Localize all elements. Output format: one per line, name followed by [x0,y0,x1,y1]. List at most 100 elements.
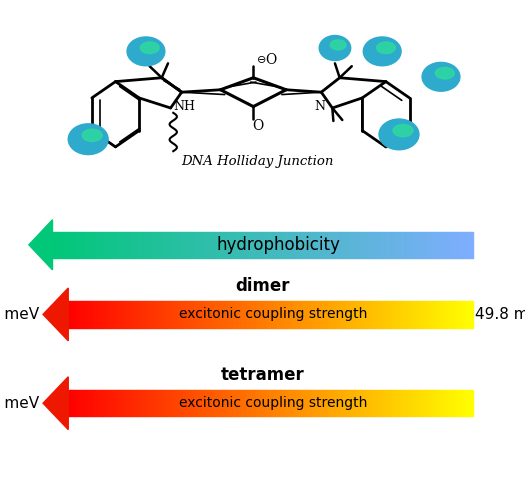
Polygon shape [334,232,335,258]
Polygon shape [171,390,172,416]
Polygon shape [126,301,128,328]
Polygon shape [253,232,254,258]
Polygon shape [372,301,373,328]
Polygon shape [214,390,215,416]
Polygon shape [197,232,198,258]
Polygon shape [295,232,296,258]
Polygon shape [232,232,233,258]
Polygon shape [75,301,76,328]
Polygon shape [97,232,99,258]
Polygon shape [99,232,100,258]
Polygon shape [282,232,284,258]
Polygon shape [85,390,86,416]
Polygon shape [313,232,314,258]
Polygon shape [437,390,439,416]
Polygon shape [99,390,101,416]
Polygon shape [234,301,235,328]
Polygon shape [363,232,365,258]
Polygon shape [461,232,463,258]
Polygon shape [339,390,340,416]
Polygon shape [297,390,299,416]
Polygon shape [308,301,309,328]
Polygon shape [282,390,284,416]
Polygon shape [159,232,160,258]
Polygon shape [285,232,286,258]
Polygon shape [177,301,179,328]
Polygon shape [230,301,232,328]
Polygon shape [380,232,382,258]
Polygon shape [351,390,353,416]
Polygon shape [386,301,387,328]
Polygon shape [132,390,133,416]
Polygon shape [449,232,450,258]
Polygon shape [428,232,429,258]
Polygon shape [313,390,315,416]
Polygon shape [432,390,434,416]
Polygon shape [397,390,398,416]
Polygon shape [121,232,122,258]
Polygon shape [309,301,311,328]
Polygon shape [102,390,103,416]
Text: N: N [314,100,326,113]
Polygon shape [151,232,152,258]
Polygon shape [322,390,323,416]
Polygon shape [180,301,182,328]
Polygon shape [199,390,201,416]
Polygon shape [159,390,160,416]
Polygon shape [163,232,164,258]
Polygon shape [382,301,384,328]
Polygon shape [216,232,218,258]
Polygon shape [145,390,146,416]
Polygon shape [467,301,468,328]
Polygon shape [75,232,76,258]
Polygon shape [96,232,97,258]
Polygon shape [355,232,356,258]
Polygon shape [211,301,213,328]
Polygon shape [250,301,251,328]
Polygon shape [148,232,149,258]
Polygon shape [268,390,269,416]
Polygon shape [164,301,165,328]
Polygon shape [259,390,261,416]
Polygon shape [203,390,204,416]
Polygon shape [211,232,212,258]
Polygon shape [275,232,277,258]
Polygon shape [319,232,320,258]
Polygon shape [154,390,156,416]
Polygon shape [210,390,211,416]
Polygon shape [109,232,110,258]
Polygon shape [319,301,320,328]
Polygon shape [337,232,338,258]
Polygon shape [151,390,152,416]
Polygon shape [437,301,439,328]
Polygon shape [228,301,230,328]
Polygon shape [97,301,98,328]
Polygon shape [110,301,111,328]
Polygon shape [257,232,258,258]
Polygon shape [184,232,185,258]
Polygon shape [347,390,349,416]
Polygon shape [166,301,168,328]
Polygon shape [365,232,366,258]
Text: DNA Holliday Junction: DNA Holliday Junction [181,155,333,168]
Polygon shape [411,301,412,328]
Polygon shape [269,390,270,416]
Polygon shape [111,301,113,328]
Polygon shape [197,301,199,328]
Text: $\ominus$: $\ominus$ [256,54,266,65]
Polygon shape [202,232,204,258]
Polygon shape [110,390,111,416]
Polygon shape [390,232,391,258]
Polygon shape [240,232,242,258]
Polygon shape [324,301,326,328]
Polygon shape [328,390,330,416]
Polygon shape [198,232,200,258]
Polygon shape [220,301,222,328]
Polygon shape [338,390,339,416]
Polygon shape [405,232,407,258]
Polygon shape [180,232,181,258]
Polygon shape [448,301,449,328]
Polygon shape [128,390,129,416]
Polygon shape [188,232,190,258]
Polygon shape [384,301,385,328]
